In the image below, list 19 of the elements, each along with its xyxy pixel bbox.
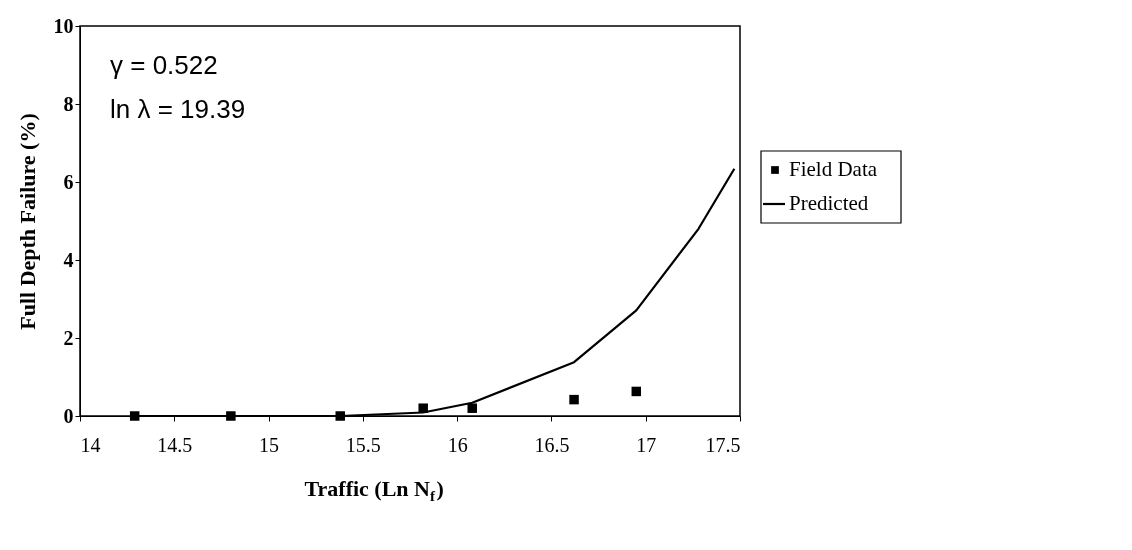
x-tick-label: 14 — [80, 433, 101, 456]
y-tick-label: 6 — [63, 170, 74, 193]
x-tick-label: 15 — [259, 433, 280, 456]
annotation: γ = 0.522 — [110, 50, 218, 80]
y-tick-label: 8 — [63, 92, 74, 115]
legend-label: Predicted — [789, 191, 869, 215]
x-tick-label: 15.5 — [345, 433, 381, 456]
y-tick-label: 0 — [63, 404, 74, 427]
legend-label: Field Data — [789, 157, 878, 181]
y-tick-label: 4 — [63, 248, 74, 271]
y-tick-label: 10 — [53, 14, 74, 37]
x-tick-label: 16 — [447, 433, 468, 456]
y-axis-title: Full Depth Failure (%) — [14, 113, 40, 330]
annotation: ln λ = 19.39 — [110, 94, 246, 124]
x-tick-label: 17.5 — [705, 433, 741, 456]
y-tick-label: 2 — [63, 326, 74, 349]
x-tick-label: 17 — [636, 433, 657, 456]
x-tick-label: 14.5 — [157, 433, 193, 456]
x-tick-label: 16.5 — [534, 433, 570, 456]
